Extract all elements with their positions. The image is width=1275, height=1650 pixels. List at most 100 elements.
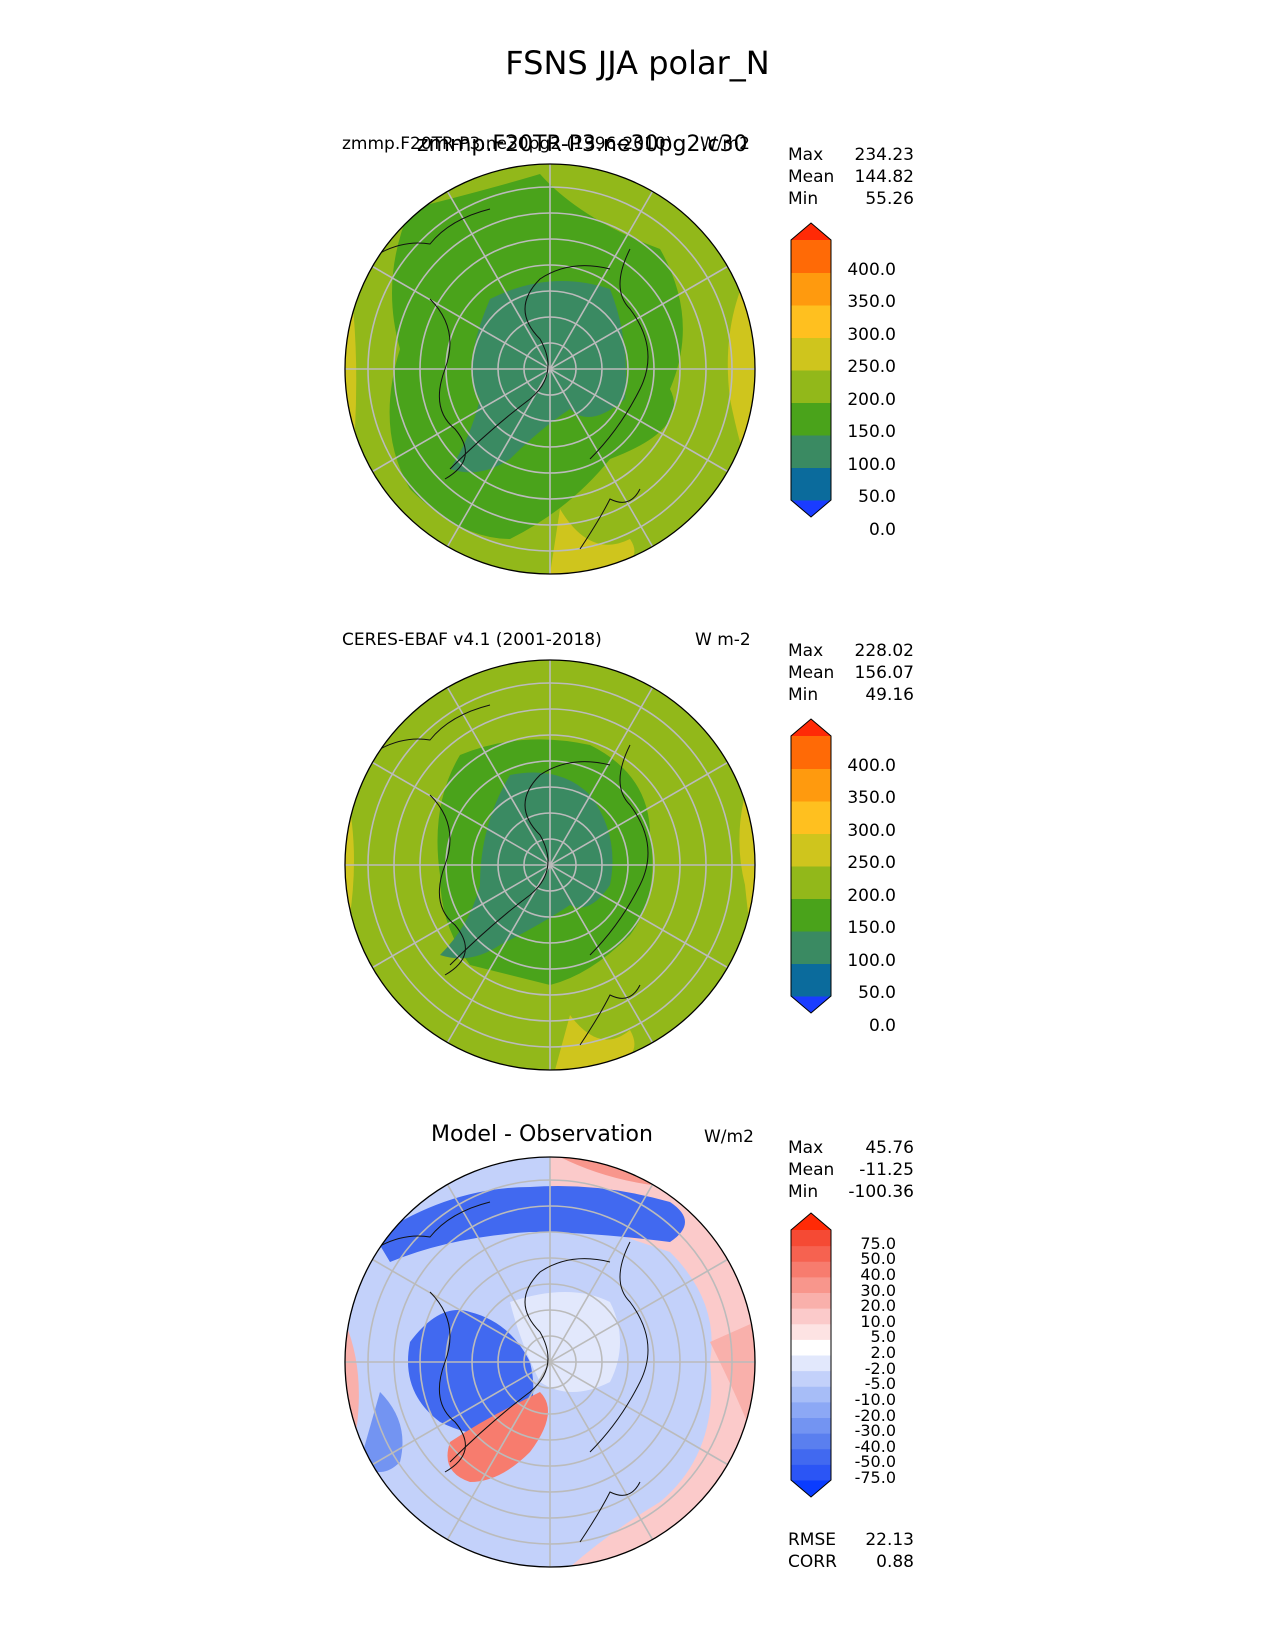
- colorbar-segment: [791, 1261, 831, 1278]
- colorbar-segment: [791, 833, 831, 867]
- colorbar-tick-label: 150.0: [847, 918, 896, 939]
- stat-max-label: Max: [788, 641, 824, 661]
- colorbar-tick-label: -75.0: [854, 1468, 896, 1488]
- stat-max-label: Max: [788, 1138, 824, 1158]
- colorbar-segment: [791, 898, 831, 932]
- colorbar-tick-label: 10.0: [860, 1311, 896, 1331]
- colorbar-segment: [791, 1480, 831, 1497]
- stat-mean-label: Mean: [788, 663, 835, 683]
- rmse-label: RMSE: [788, 1530, 837, 1550]
- panel3-units: W/m2: [704, 1127, 754, 1147]
- stat-max-label: Max: [788, 145, 824, 165]
- panel3-colorbar: [790, 1212, 832, 1498]
- colorbar-tick-label: 200.0: [847, 885, 896, 906]
- panel1-units: W/m2: [700, 134, 750, 154]
- colorbar-tick-label: 0.0: [868, 519, 896, 540]
- panel2-units: W m-2: [695, 630, 751, 650]
- colorbar-tick-label: 50.0: [858, 983, 896, 1004]
- colorbar-tick-label: -40.0: [854, 1436, 896, 1456]
- map3-field-band: [447, 1392, 548, 1482]
- colorbar-segment: [791, 1276, 831, 1293]
- colorbar-tick-label: -20.0: [854, 1405, 896, 1425]
- map3-boundary: [344, 1156, 756, 1568]
- colorbar-tick-label: 250.0: [847, 357, 896, 378]
- map1-coastlines: [369, 208, 649, 550]
- panel1-colorbar: [790, 222, 832, 518]
- colorbar-segment: [791, 467, 831, 501]
- panel2-colorbar: [790, 718, 832, 1014]
- colorbar-tick-label: 100.0: [847, 950, 896, 971]
- colorbar-segment: [791, 1433, 831, 1450]
- colorbar-segment: [791, 801, 831, 834]
- stat-mean-value: 156.07: [854, 663, 914, 683]
- colorbar-tick-label: 150.0: [847, 422, 896, 443]
- panel3-metrics: RMSE 22.13 CORR 0.88: [788, 1529, 914, 1573]
- stat-mean-value: -11.25: [859, 1160, 914, 1180]
- panel2-stats: Max 228.02 Mean 156.07 Min 49.16: [788, 640, 914, 706]
- colorbar-tick-label: 50.0: [858, 487, 896, 508]
- colorbar-segment: [791, 1308, 831, 1325]
- stat-min-label: Min: [788, 1182, 819, 1202]
- panel1-stats: Max 234.23 Mean 144.82 Min 55.26: [788, 144, 914, 210]
- panel3-title-center: Model - Observation: [431, 1122, 653, 1147]
- stat-max-value: 45.76: [865, 1138, 914, 1158]
- colorbar-segment: [791, 996, 831, 1013]
- panel1-title-left: zmmp.F20TR-P3.ne30pg2 (1996-2010): [342, 134, 673, 154]
- colorbar-segment: [791, 1355, 831, 1372]
- stat-mean-label: Mean: [788, 167, 835, 187]
- colorbar-tick-label: 250.0: [847, 853, 896, 874]
- colorbar-outline: [790, 718, 832, 1014]
- colorbar-segment: [791, 736, 831, 769]
- corr-value: 0.88: [876, 1552, 914, 1572]
- colorbar-tick-label: 5.0: [870, 1327, 896, 1347]
- colorbar-segment: [791, 240, 831, 273]
- colorbar-tick-label: 20.0: [860, 1296, 896, 1316]
- stat-mean-value: 144.82: [854, 167, 914, 187]
- map2-field-band: [555, 1015, 635, 1070]
- panel2-polar-map: [344, 659, 756, 1071]
- colorbar-segment: [791, 866, 831, 899]
- colorbar-segment: [791, 435, 831, 468]
- stat-min-value: 55.26: [865, 189, 914, 209]
- map3-field-band: [550, 1157, 755, 1567]
- map2-boundary: [344, 659, 756, 1071]
- colorbar-segment: [791, 1417, 831, 1434]
- colorbar-tick-label: 200.0: [847, 389, 896, 410]
- colorbar-tick-label: 0.0: [868, 1015, 896, 1036]
- colorbar-segment: [791, 1292, 831, 1309]
- colorbar-tick-label: -30.0: [854, 1421, 896, 1441]
- colorbar-segment: [791, 402, 831, 436]
- colorbar-tick-label: 400.0: [847, 259, 896, 280]
- colorbar-outline: [790, 222, 832, 518]
- colorbar-segment: [791, 931, 831, 964]
- colorbar-segment: [791, 1339, 831, 1356]
- panel3-polar-map: [344, 1156, 756, 1568]
- map3-coastlines: [369, 1201, 649, 1543]
- colorbar-tick-label: 400.0: [847, 755, 896, 776]
- colorbar-segment: [791, 1323, 831, 1340]
- stat-min-label: Min: [788, 189, 819, 209]
- colorbar-segment: [791, 719, 831, 736]
- colorbar-segment: [791, 500, 831, 517]
- colorbar-tick-label: 300.0: [847, 324, 896, 345]
- colorbar-tick-label: 350.0: [847, 292, 896, 313]
- map3-field-band: [375, 1186, 685, 1262]
- map1-field-band: [550, 509, 635, 574]
- stat-min-label: Min: [788, 685, 819, 705]
- colorbar-tick-label: -10.0: [854, 1389, 896, 1409]
- colorbar-segment: [791, 1245, 831, 1262]
- stat-max-value: 234.23: [854, 145, 914, 165]
- colorbar-segment: [791, 223, 831, 240]
- colorbar-tick-label: -5.0: [864, 1374, 896, 1394]
- colorbar-tick-label: 50.0: [860, 1249, 896, 1269]
- colorbar-segment: [791, 1448, 831, 1465]
- colorbar-tick-label: 100.0: [847, 454, 896, 475]
- colorbar-segment: [791, 1464, 831, 1481]
- colorbar-tick-label: 40.0: [860, 1264, 896, 1284]
- map1-boundary: [344, 163, 756, 575]
- rmse-value: 22.13: [865, 1530, 914, 1550]
- colorbar-segment: [791, 272, 831, 306]
- colorbar-segment: [791, 1230, 831, 1247]
- panel1-polar-map: [344, 163, 756, 575]
- colorbar-tick-label: 30.0: [860, 1280, 896, 1300]
